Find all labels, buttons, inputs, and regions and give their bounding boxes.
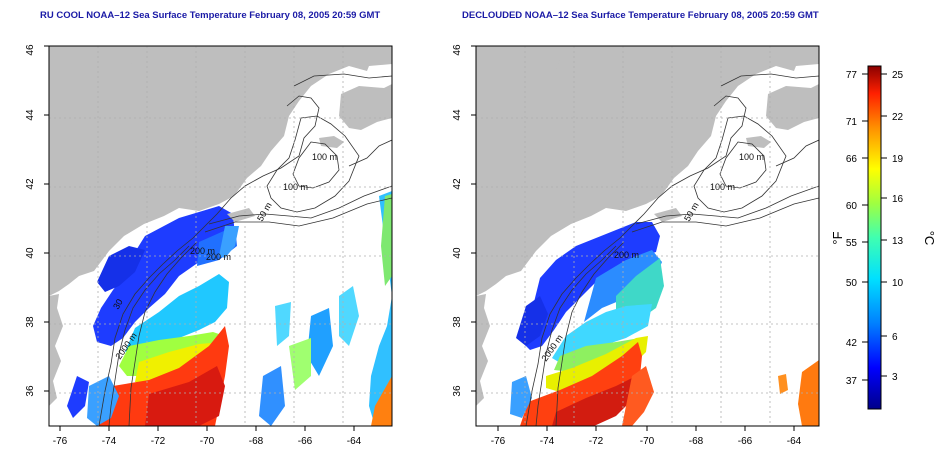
fahrenheit-tick-label: 60 xyxy=(846,201,858,212)
x-tick-label: -66 xyxy=(738,436,753,447)
contour-label: 100 m xyxy=(283,182,308,192)
x-tick-label: -74 xyxy=(102,436,117,447)
y-tick-label: 40 xyxy=(452,247,463,259)
fahrenheit-tick-label: 66 xyxy=(846,154,858,165)
x-tick-label: -74 xyxy=(540,436,555,447)
x-tick-label: -72 xyxy=(589,436,604,447)
temperature-colorbar: 77 71 66 60 55 50 42 37 25 22 19 16 13 1… xyxy=(830,65,937,410)
x-tick-label: -68 xyxy=(689,436,704,447)
contour-label: 100 m xyxy=(739,152,764,162)
right-map-panel: 100 m 100 m 50 m 200 m 2000 m -76 -74 -7… xyxy=(452,44,820,447)
celsius-tick-label: 10 xyxy=(892,278,904,289)
x-tick-label: -68 xyxy=(249,436,264,447)
x-tick-label: -64 xyxy=(787,436,802,447)
celsius-tick-label: 16 xyxy=(892,194,904,205)
fahrenheit-tick-label: 77 xyxy=(846,70,858,81)
contour-label: 100 m xyxy=(710,182,735,192)
contour-label: 100 m xyxy=(312,152,337,162)
celsius-tick-label: 22 xyxy=(892,112,904,123)
x-tick-label: -72 xyxy=(151,436,166,447)
celsius-tick-label: 25 xyxy=(892,70,904,81)
panel-title-declouded: DECLOUDED NOAA–12 Sea Surface Temperatur… xyxy=(462,10,819,21)
contour-label: 200 m xyxy=(206,252,231,262)
x-tick-label: -76 xyxy=(53,436,68,447)
y-tick-label: 38 xyxy=(25,316,36,328)
y-tick-label: 36 xyxy=(25,385,36,397)
sst-field-raw xyxy=(67,191,392,426)
y-tick-label: 46 xyxy=(452,44,463,56)
y-tick-label: 40 xyxy=(25,247,36,259)
y-tick-label: 44 xyxy=(25,109,36,121)
y-tick-label: 42 xyxy=(452,178,463,190)
y-tick-label: 46 xyxy=(25,44,36,56)
x-tick-label: -70 xyxy=(200,436,215,447)
fahrenheit-axis-label: °F xyxy=(830,231,845,244)
celsius-tick-label: 13 xyxy=(892,236,904,247)
fahrenheit-tick-label: 55 xyxy=(846,238,858,249)
fahrenheit-tick-label: 50 xyxy=(846,278,858,289)
y-tick-label: 38 xyxy=(452,316,463,328)
grid-right xyxy=(476,46,819,426)
celsius-tick-label: 19 xyxy=(892,154,904,165)
x-tick-label: -64 xyxy=(347,436,362,447)
fahrenheit-tick-label: 71 xyxy=(846,117,858,128)
fahrenheit-tick-label: 37 xyxy=(846,376,858,387)
contour-label: 200 m xyxy=(190,246,215,256)
y-tick-label: 42 xyxy=(25,178,36,190)
contour-label: 200 m xyxy=(614,250,639,260)
grid-left xyxy=(49,46,392,426)
celsius-axis-label: °C xyxy=(922,231,937,246)
celsius-tick-label: 3 xyxy=(892,372,898,383)
fahrenheit-tick-label: 42 xyxy=(846,338,858,349)
x-tick-label: -70 xyxy=(640,436,655,447)
x-tick-label: -76 xyxy=(491,436,506,447)
left-map-panel: 100 m 100 m 50 m 200 m 200 m 30 2000 m -… xyxy=(25,44,393,447)
y-tick-label: 44 xyxy=(452,109,463,121)
contour-label: 30 xyxy=(111,297,125,311)
x-tick-label: -66 xyxy=(298,436,313,447)
y-tick-label: 36 xyxy=(452,385,463,397)
panel-title-raw: RU COOL NOAA–12 Sea Surface Temperature … xyxy=(40,10,381,21)
celsius-tick-label: 6 xyxy=(892,332,898,343)
